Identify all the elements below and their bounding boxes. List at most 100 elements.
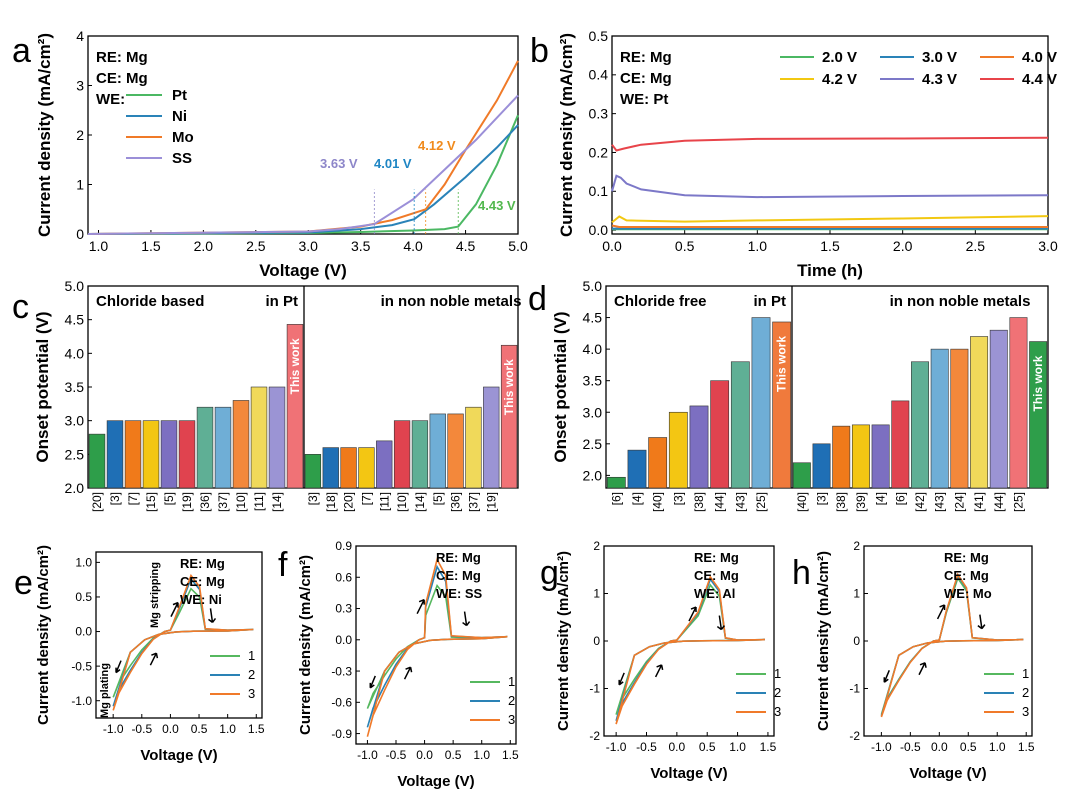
bar-c xyxy=(286,324,304,489)
y-tick-label-h: -2 xyxy=(849,729,860,743)
y-tick-label-a: 1 xyxy=(76,176,84,192)
panel-label-b: b xyxy=(530,32,549,70)
y-axis-label-a: Current density (mA/cm²) xyxy=(35,33,54,237)
arrow-icon xyxy=(883,669,890,683)
group-sublabel: in Pt xyxy=(754,293,787,310)
bar-d xyxy=(668,411,688,489)
bar-c xyxy=(88,433,106,489)
x-category-label: [5] xyxy=(431,492,445,505)
x-tick-label-h: 1.0 xyxy=(989,740,1006,754)
x-axis-label-b: Time (h) xyxy=(797,261,863,280)
bar-d xyxy=(851,424,870,489)
x-category-label: [38] xyxy=(834,492,848,512)
bar-d xyxy=(1029,341,1048,489)
annotation-mg-stripping: Mg stripping xyxy=(149,562,161,628)
x-axis-label-a: Voltage (V) xyxy=(259,261,347,280)
panel-label-g: g xyxy=(540,554,559,592)
setup-label: RE: Mg xyxy=(436,550,481,565)
y-tick-label-c: 5.0 xyxy=(65,278,85,294)
x-tick-label-h: 1.5 xyxy=(1018,740,1035,754)
y-tick-label-d: 3.0 xyxy=(583,404,603,420)
cv-curve-g-1 xyxy=(615,583,765,715)
x-category-label: [14] xyxy=(270,492,284,512)
x-category-label: [37] xyxy=(216,492,230,512)
panel-label-a: a xyxy=(12,32,31,70)
bar-c xyxy=(483,386,500,489)
group-label: Chloride free xyxy=(614,293,707,310)
x-category-label: [42] xyxy=(913,492,927,512)
x-category-label: [40] xyxy=(651,492,665,512)
y-tick-label-d: 5.0 xyxy=(583,278,603,294)
x-category-label: [11] xyxy=(377,492,391,511)
y-tick-label-d: 2.0 xyxy=(583,467,603,483)
y-tick-label-g: -1 xyxy=(589,682,600,696)
cv-curve-g-3 xyxy=(615,575,765,725)
panel-label-d: d xyxy=(528,280,547,318)
bar-c xyxy=(142,420,160,489)
x-category-label: [36] xyxy=(198,492,212,512)
bar-c xyxy=(106,420,124,489)
bar-c xyxy=(340,447,357,489)
series-line-ss xyxy=(87,94,519,235)
legend-label: 4.2 V xyxy=(822,71,857,88)
bar-d xyxy=(792,462,811,489)
legend-label: 1 xyxy=(1022,666,1029,681)
y-tick-label-f: 0.3 xyxy=(335,602,352,616)
annotation-mg-plating: Mg plating xyxy=(99,663,111,718)
x-tick-label-a: 1.5 xyxy=(141,238,161,254)
bar-c xyxy=(429,413,446,489)
y-axis-label-f: Current density (mA/cm²) xyxy=(297,555,314,735)
x-category-label: [15] xyxy=(144,492,158,512)
x-tick-label-b: 0.0 xyxy=(602,238,622,254)
x-category-label: [44] xyxy=(992,492,1006,512)
this-work-label: This work xyxy=(288,338,302,394)
x-axis-label-f: Voltage (V) xyxy=(397,773,474,790)
y-tick-label-a: 0 xyxy=(76,226,84,242)
x-tick-label-b: 2.0 xyxy=(893,238,913,254)
legend-label: 4.0 V xyxy=(1022,49,1057,66)
onset-annotation: 4.43 V xyxy=(478,198,516,213)
bar-d xyxy=(989,329,1008,489)
y-tick-label-h: 1 xyxy=(853,587,860,601)
x-category-label: [10] xyxy=(395,492,409,512)
legend-label: 3.0 V xyxy=(922,49,957,66)
x-category-label: [3] xyxy=(108,492,122,505)
x-category-label: [10] xyxy=(234,492,248,512)
x-category-label: [6] xyxy=(893,492,907,505)
x-tick-label-g: 0.5 xyxy=(699,740,716,754)
setup-label: WE: Al xyxy=(694,586,735,601)
x-tick-label-g: -0.5 xyxy=(636,740,657,754)
y-tick-label-b: 0.1 xyxy=(589,183,609,199)
cv-curve-g-2 xyxy=(615,577,765,722)
legend-label: 3 xyxy=(508,712,515,727)
y-tick-label-g: -2 xyxy=(589,729,600,743)
group-label: in non noble metals xyxy=(381,293,522,310)
legend-label: 1 xyxy=(508,674,515,689)
bar-c xyxy=(376,440,393,489)
cv-curve-e-3 xyxy=(112,573,254,711)
x-tick-label-h: -1.0 xyxy=(871,740,892,754)
plot-frame-f xyxy=(355,545,517,745)
y-tick-label-b: 0.4 xyxy=(589,67,609,83)
y-tick-label-d: 3.5 xyxy=(583,373,603,389)
setup-label: RE: Mg xyxy=(944,550,989,565)
y-tick-label-b: 0.5 xyxy=(589,28,609,44)
x-tick-label-b: 2.5 xyxy=(966,238,986,254)
arrow-icon xyxy=(716,615,725,631)
legend-label: 1 xyxy=(774,666,781,681)
y-tick-label-d: 4.0 xyxy=(583,341,603,357)
cv-curve-f-1 xyxy=(366,584,508,709)
arrow-icon xyxy=(403,666,413,680)
bar-d xyxy=(930,348,949,489)
series-line-pt xyxy=(87,114,519,235)
onset-annotation: 4.01 V xyxy=(374,156,412,171)
y-tick-label-f: -0.9 xyxy=(331,727,352,741)
bar-c xyxy=(465,406,482,489)
cv-curve-h-3 xyxy=(880,572,1024,718)
y-tick-label-f: 0.6 xyxy=(335,570,352,584)
legend-label: 3 xyxy=(774,704,781,719)
y-axis-label-h: Current density (mA/cm²) xyxy=(815,551,832,731)
bar-d xyxy=(1009,317,1028,489)
bar-c xyxy=(322,447,339,489)
y-tick-label-b: 0.0 xyxy=(589,222,609,238)
